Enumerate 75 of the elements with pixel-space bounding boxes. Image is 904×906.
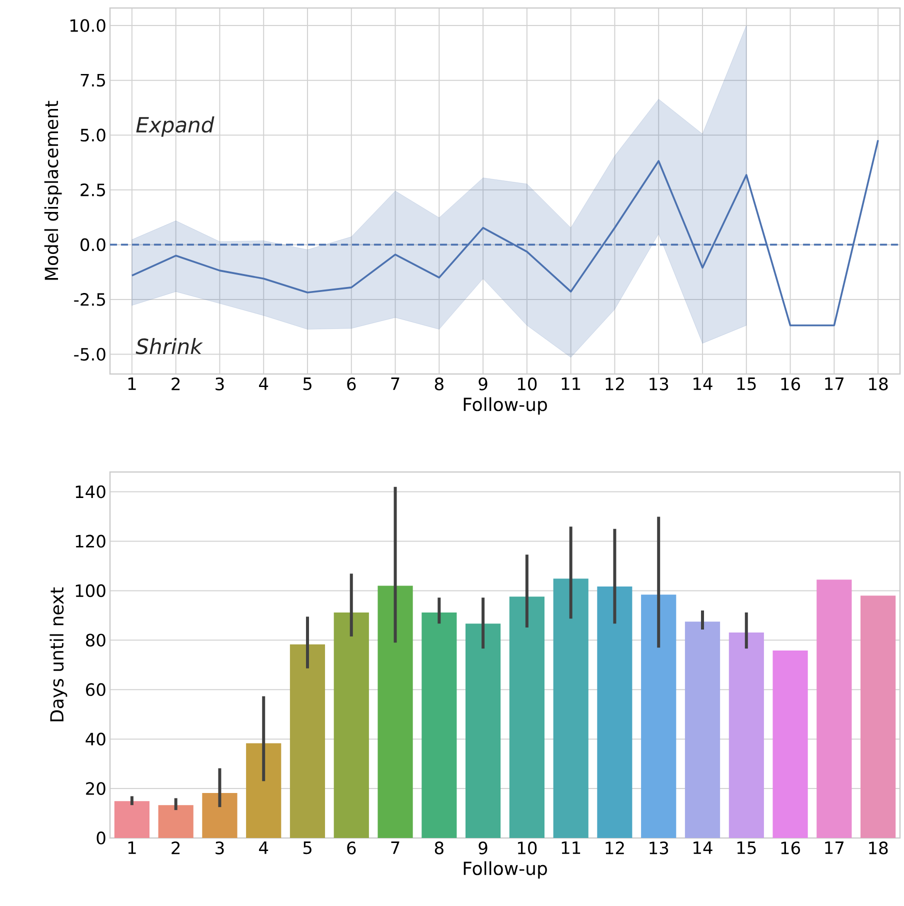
x-tick-label: 14 bbox=[694, 842, 712, 854]
x-tick-label: 2 bbox=[172, 378, 180, 390]
x-tick-label: 17 bbox=[825, 842, 844, 854]
y-tick-label: 0.0 bbox=[80, 238, 106, 252]
y-tick-label: 5.0 bbox=[80, 128, 106, 142]
x-tick-label: 11 bbox=[562, 378, 580, 390]
y-tick-label: 40 bbox=[86, 732, 106, 746]
bar bbox=[728, 632, 764, 838]
y-tick-label: 20 bbox=[86, 782, 106, 795]
bar bbox=[466, 624, 501, 838]
x-tick-label: 4 bbox=[259, 842, 268, 854]
bar bbox=[202, 792, 238, 838]
bar bbox=[684, 622, 720, 838]
bar bbox=[553, 578, 588, 838]
y-tick-label: 7.5 bbox=[80, 74, 105, 87]
y-tick-label: 100 bbox=[76, 584, 106, 598]
y-tick-label: 2.5 bbox=[80, 183, 105, 196]
y-axis-title: Days until next bbox=[50, 587, 68, 722]
bar bbox=[290, 644, 326, 838]
x-tick-label: 18 bbox=[869, 378, 888, 390]
x-axis-title: Follow-up bbox=[464, 397, 547, 415]
y-tick-label: 60 bbox=[86, 683, 106, 696]
x-tick-label: 6 bbox=[347, 378, 356, 390]
x-tick-label: 13 bbox=[650, 842, 668, 854]
x-tick-label: 12 bbox=[606, 842, 624, 854]
bar bbox=[378, 586, 413, 838]
bar bbox=[597, 586, 632, 838]
x-tick-label: 4 bbox=[259, 378, 268, 390]
x-tick-label: 10 bbox=[518, 378, 537, 390]
y-tick-label: 140 bbox=[76, 485, 106, 498]
x-axis-title: Follow-up bbox=[464, 861, 547, 879]
y-tick-label: 80 bbox=[86, 634, 106, 647]
x-tick-label: 1 bbox=[128, 378, 136, 390]
x-tick-label: 7 bbox=[391, 378, 400, 390]
x-tick-label: 11 bbox=[562, 842, 580, 854]
x-tick-label: 2 bbox=[172, 842, 180, 854]
x-tick-label: 9 bbox=[478, 842, 488, 854]
annotation: Shrink bbox=[136, 338, 203, 354]
x-tick-label: 3 bbox=[216, 842, 224, 854]
bar bbox=[246, 743, 282, 838]
bar bbox=[422, 612, 457, 838]
x-tick-label: 15 bbox=[737, 378, 756, 390]
x-tick-label: 17 bbox=[825, 378, 844, 390]
x-tick-label: 13 bbox=[650, 378, 668, 390]
y-tick-label: -2.5 bbox=[74, 293, 105, 306]
x-tick-label: 8 bbox=[434, 378, 444, 390]
x-tick-label: 15 bbox=[737, 842, 756, 854]
x-tick-label: 1 bbox=[128, 842, 136, 854]
x-tick-label: 16 bbox=[781, 842, 800, 854]
bar bbox=[816, 580, 852, 838]
bar bbox=[334, 612, 369, 838]
x-tick-label: 10 bbox=[518, 842, 537, 854]
y-tick-label: 0 bbox=[96, 832, 106, 844]
x-tick-label: 5 bbox=[303, 378, 312, 390]
y-tick-label: 120 bbox=[76, 534, 106, 548]
x-tick-label: 14 bbox=[694, 378, 712, 390]
x-tick-label: 9 bbox=[478, 378, 488, 390]
bar bbox=[114, 801, 150, 838]
x-tick-label: 7 bbox=[391, 842, 400, 854]
annotation: Expand bbox=[136, 116, 214, 137]
y-tick-label: -5.0 bbox=[74, 348, 106, 361]
x-tick-label: 6 bbox=[347, 842, 356, 854]
x-tick-label: 5 bbox=[303, 842, 312, 854]
bar bbox=[772, 650, 808, 838]
bar bbox=[158, 805, 194, 838]
y-tick-label: 10.0 bbox=[70, 19, 106, 32]
x-tick-label: 16 bbox=[781, 378, 800, 390]
bar bbox=[860, 596, 896, 838]
x-tick-label: 18 bbox=[869, 842, 888, 854]
x-tick-label: 12 bbox=[606, 378, 624, 390]
x-tick-label: 3 bbox=[216, 378, 224, 390]
x-tick-label: 8 bbox=[434, 842, 444, 854]
bar bbox=[509, 596, 544, 838]
bar bbox=[641, 594, 676, 838]
y-axis-title: Model displacement bbox=[44, 100, 62, 280]
